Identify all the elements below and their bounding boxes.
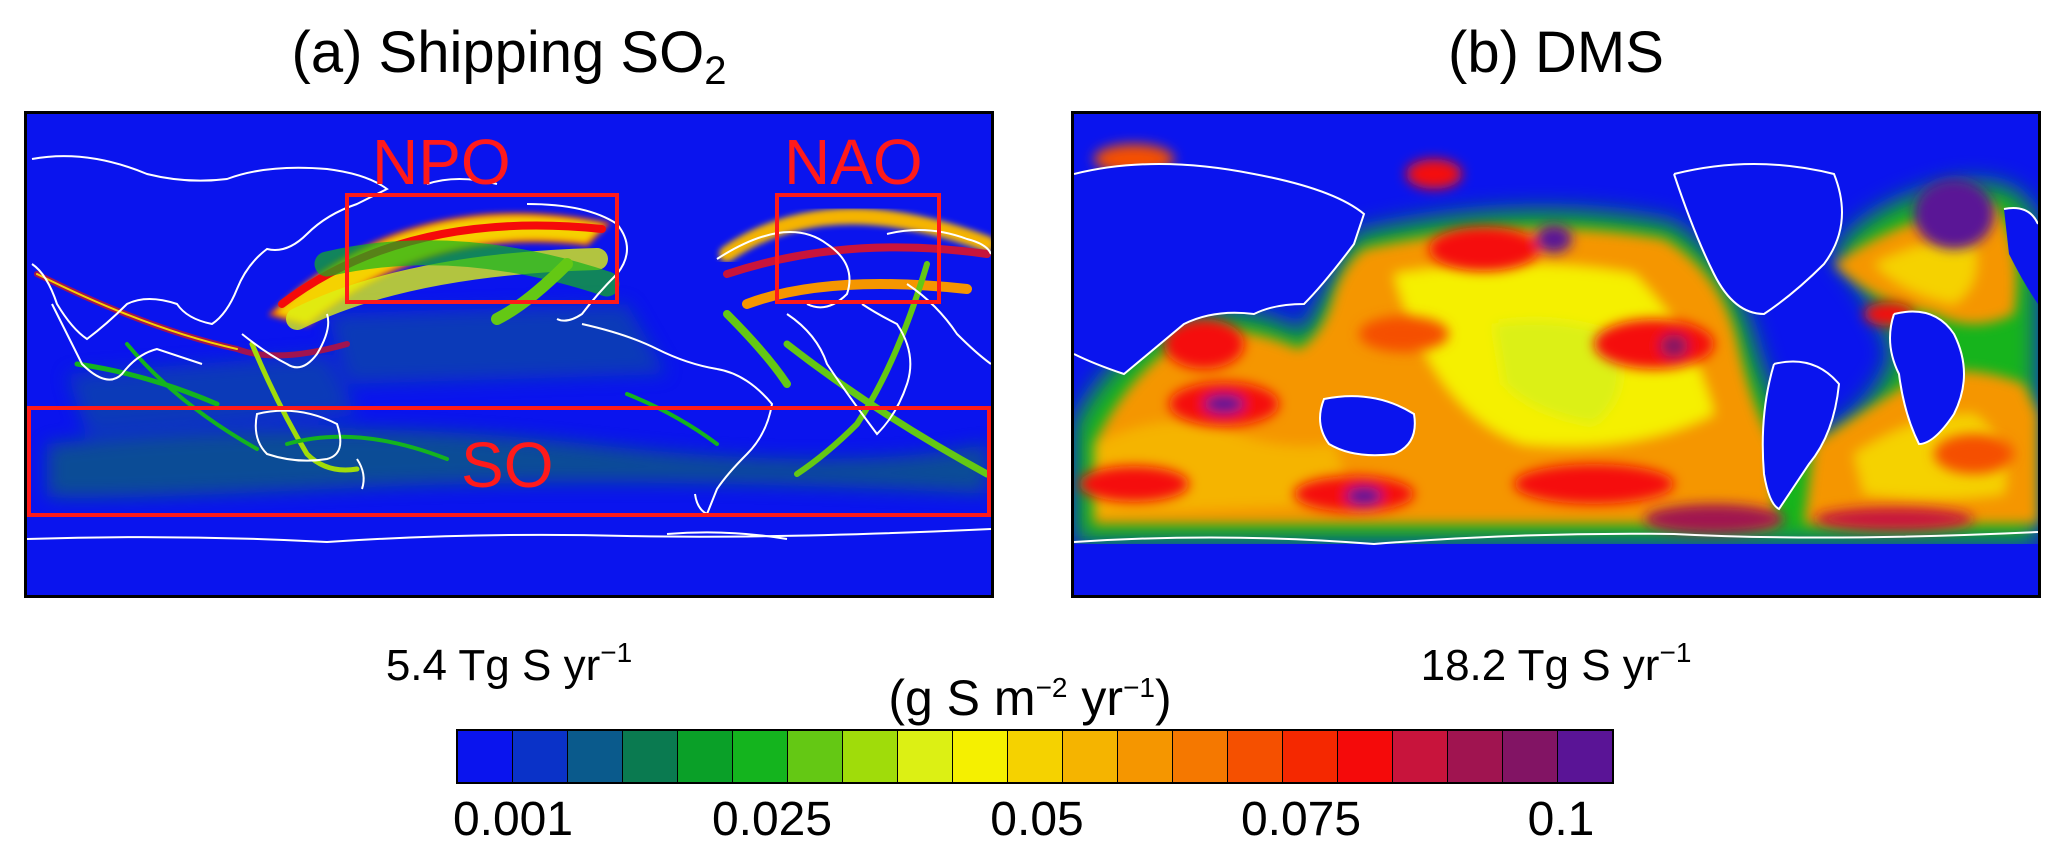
nao-label: NAO [784,126,923,198]
colorbar-cell [1503,731,1558,782]
colorbar-tick: 0.001 [452,793,574,846]
npo-region-box [345,193,619,304]
dms-map-svg [1074,114,2038,595]
colorbar-cell [1063,731,1118,782]
colorbar-cell [898,731,953,782]
colorbar-cell [843,731,898,782]
colorbar-cell [1228,731,1283,782]
coastlines [1074,163,2038,546]
colorbar-cell [513,731,568,782]
coastlines [27,155,991,544]
so-region-box [27,406,991,517]
colorbar-cell [1448,731,1503,782]
colorbar-tick: 0.1 [1527,793,1595,846]
colorbar-tick: 0.05 [990,793,1084,846]
colorbar-cell [568,731,623,782]
colorbar-tick: 0.075 [1240,793,1362,846]
shipping-background-wash [45,304,987,498]
colorbar-cell [953,731,1008,782]
colorbar-cell [1283,731,1338,782]
colorbar-cell [733,731,788,782]
dms-total: 18.2 Tg S yr−1 [1420,637,1692,690]
panel-a-title: (a) Shipping SO2 [291,20,727,93]
panel-b-title: (b) DMS [1448,20,1664,85]
region-boxes [27,193,991,517]
colorbar-cell [1008,731,1063,782]
colorbar-tick: 0.025 [711,793,833,846]
colorbar-cell [788,731,843,782]
nao-region-box [775,193,941,304]
shipping-so2-map: NPO NAO SO [24,111,994,598]
colorbar-cell [623,731,678,782]
so-label: SO [461,429,553,501]
colorbar-cell [1118,731,1173,782]
colorbar [456,729,1614,784]
colorbar-cell [1338,731,1393,782]
colorbar-cell [1173,731,1228,782]
colorbar-cell [678,731,733,782]
npo-label: NPO [372,126,511,198]
colorbar-unit-label: (g S m−2 yr−1) [888,670,1172,726]
shipping-so2-total: 5.4 Tg S yr−1 [385,637,633,690]
colorbar-cell [1393,731,1448,782]
shipping-so2-map-svg: NPO NAO SO [27,114,991,595]
shipping-lanes [34,208,991,478]
colorbar-cell [1558,731,1612,782]
dms-field [1074,144,2038,595]
colorbar-cell [458,731,513,782]
dms-map [1071,111,2041,598]
